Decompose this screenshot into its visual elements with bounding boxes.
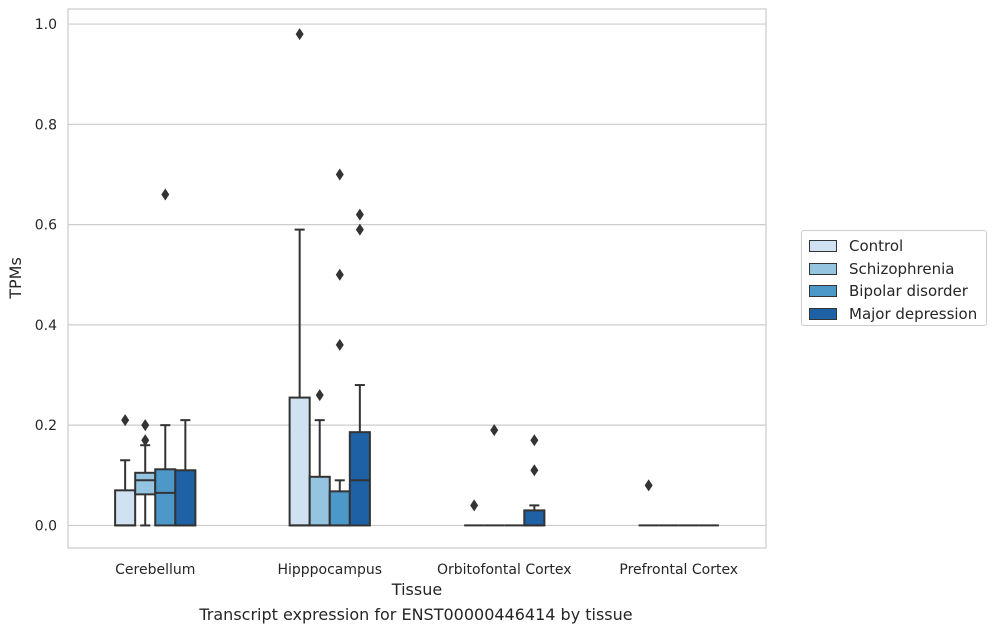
y-tick-label: 0.0 bbox=[35, 518, 57, 534]
box-body bbox=[523, 509, 546, 527]
y-tick-label: 0.6 bbox=[35, 218, 57, 234]
x-tick-label: Cerebellum bbox=[115, 562, 195, 578]
plot-area-frame bbox=[67, 8, 767, 549]
outlier-point bbox=[161, 188, 170, 201]
outlier-point bbox=[121, 414, 130, 427]
x-axis-ticks: Cerebellum Hipppocampus Orbitofontal Corte… bbox=[115, 562, 738, 578]
outlier-point bbox=[490, 424, 499, 437]
outlier-point bbox=[530, 464, 539, 477]
box-body bbox=[114, 489, 137, 527]
legend: Control Schizophrenia Bipolar disorder Majo… bbox=[801, 230, 987, 326]
x-tick-label: Prefrontal Cortex bbox=[619, 562, 738, 578]
outlier-point bbox=[141, 419, 150, 432]
legend-label: Control bbox=[849, 237, 904, 255]
y-tick-label: 0.4 bbox=[35, 318, 57, 334]
legend-item: Control bbox=[809, 235, 903, 257]
box-body bbox=[154, 468, 177, 527]
outlier-point bbox=[530, 434, 539, 447]
y-tick-label: 0.8 bbox=[35, 117, 57, 133]
box-control bbox=[638, 479, 659, 527]
legend-swatch bbox=[809, 307, 837, 320]
legend-label: Schizophrenia bbox=[849, 259, 955, 278]
box-body bbox=[328, 490, 351, 527]
legend-label: Major depression bbox=[849, 304, 978, 323]
box-major-depression bbox=[523, 434, 546, 527]
y-axis-ticks: 0.0 0.2 0.4 0.6 0.8 1.0 bbox=[35, 17, 57, 534]
y-axis-label: TPMs bbox=[6, 257, 25, 300]
chart-caption: Transcript expression for ENST0000044641… bbox=[199, 605, 633, 624]
y-tick-label: 1.0 bbox=[35, 17, 57, 33]
x-axis-label: Tissue bbox=[391, 580, 442, 599]
boxes bbox=[114, 28, 719, 527]
box-bipolar-disorder bbox=[154, 188, 177, 527]
legend-label: Bipolar disorder bbox=[849, 282, 968, 300]
outlier-point bbox=[315, 389, 324, 402]
box-schizophrenia bbox=[308, 389, 331, 527]
outlier-point bbox=[295, 28, 304, 41]
legend-swatch bbox=[809, 240, 837, 252]
outlier-point bbox=[355, 223, 364, 236]
box-major-depression bbox=[348, 208, 371, 527]
box-body bbox=[308, 475, 331, 527]
box-bipolar-disorder bbox=[328, 168, 351, 527]
legend-item: Schizophrenia bbox=[809, 258, 954, 280]
x-tick-label: Orbitofontal Cortex bbox=[437, 562, 572, 578]
legend-swatch bbox=[809, 262, 837, 275]
outlier-point bbox=[470, 499, 479, 512]
box-body bbox=[348, 431, 371, 527]
box-control bbox=[288, 28, 311, 527]
box-control bbox=[464, 499, 485, 527]
x-tick-label: Hipppocampus bbox=[277, 562, 382, 578]
outlier-point bbox=[335, 268, 344, 281]
box-schizophrenia bbox=[134, 419, 157, 527]
outlier-point bbox=[644, 479, 653, 492]
box-major-depression bbox=[174, 419, 197, 527]
gridlines bbox=[68, 23, 766, 527]
outlier-point bbox=[355, 208, 364, 221]
box-body bbox=[174, 469, 197, 527]
box-body bbox=[288, 396, 311, 527]
box-body bbox=[134, 471, 157, 496]
outlier-point bbox=[141, 434, 150, 447]
legend-item: Major depression bbox=[809, 303, 977, 325]
y-tick-label: 0.2 bbox=[35, 418, 57, 434]
box-schizophrenia bbox=[484, 424, 505, 527]
outlier-point bbox=[335, 338, 344, 351]
legend-swatch bbox=[809, 285, 837, 297]
box-control bbox=[114, 414, 137, 527]
outlier-point bbox=[335, 168, 344, 181]
legend-item: Bipolar disorder bbox=[809, 280, 968, 302]
